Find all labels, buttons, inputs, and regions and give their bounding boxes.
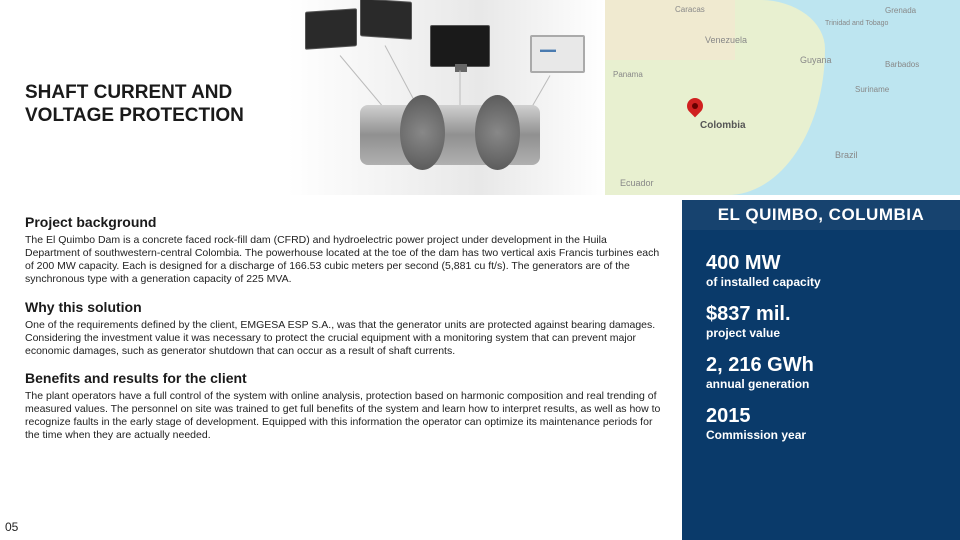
content-area: Project background The El Quimbo Dam is … — [0, 200, 960, 540]
stat-label: annual generation — [706, 377, 936, 391]
stat-value: 2, 216 GWh — [706, 354, 936, 377]
section-body-why: One of the requirements defined by the c… — [25, 319, 662, 358]
map-label-caracas: Caracas — [675, 5, 705, 14]
location-map: Caracas Venezuela Colombia Brazil Ecuado… — [605, 0, 960, 195]
machine-illustration — [280, 0, 610, 195]
title-line-2: VOLTAGE PROTECTION — [25, 105, 244, 126]
map-label-colombia: Colombia — [700, 120, 746, 131]
map-label-ecuador: Ecuador — [620, 178, 654, 188]
page-number: 05 — [5, 520, 18, 534]
stats-list: 400 MW of installed capacity $837 mil. p… — [682, 230, 960, 466]
title-line-1: SHAFT CURRENT AND — [25, 82, 232, 103]
location-heading: EL QUIMBO, COLUMBIA — [682, 200, 960, 230]
map-label-grenada: Grenada — [885, 6, 916, 15]
page-title: SHAFT CURRENT AND VOLTAGE PROTECTION — [25, 82, 244, 128]
hero-banner: SHAFT CURRENT AND VOLTAGE PROTECTION Car… — [0, 0, 960, 195]
stat-value: $837 mil. — [706, 303, 936, 326]
stat-value: 2015 — [706, 405, 936, 428]
stat-value: 400 MW — [706, 252, 936, 275]
map-label-barbados: Barbados — [885, 60, 919, 69]
map-label-suriname: Suriname — [855, 85, 889, 94]
map-label-brazil: Brazil — [835, 150, 858, 160]
map-label-guyana: Guyana — [800, 55, 832, 65]
section-heading-background: Project background — [25, 214, 662, 230]
section-body-benefits: The plant operators have a full control … — [25, 390, 662, 443]
analyzer-device-icon — [530, 35, 585, 73]
map-label-trinidad: Trinidad and Tobago — [825, 20, 888, 27]
stat-label: of installed capacity — [706, 275, 936, 289]
stat-label: project value — [706, 326, 936, 340]
turbine-rotor-icon — [400, 95, 445, 170]
turbine-rotor-icon — [475, 95, 520, 170]
stats-panel: EL QUIMBO, COLUMBIA 400 MW of installed … — [682, 200, 960, 540]
monitor-panel-icon — [305, 8, 357, 50]
section-heading-why: Why this solution — [25, 299, 662, 315]
map-label-panama: Panama — [613, 70, 643, 79]
section-heading-benefits: Benefits and results for the client — [25, 370, 662, 386]
monitor-panel-icon — [360, 0, 412, 40]
section-body-background: The El Quimbo Dam is a concrete faced ro… — [25, 234, 662, 287]
map-landmass — [605, 0, 735, 60]
computer-monitor-icon — [430, 25, 490, 67]
stat-label: Commission year — [706, 428, 936, 442]
map-label-venezuela: Venezuela — [705, 35, 747, 45]
text-column: Project background The El Quimbo Dam is … — [0, 200, 682, 540]
